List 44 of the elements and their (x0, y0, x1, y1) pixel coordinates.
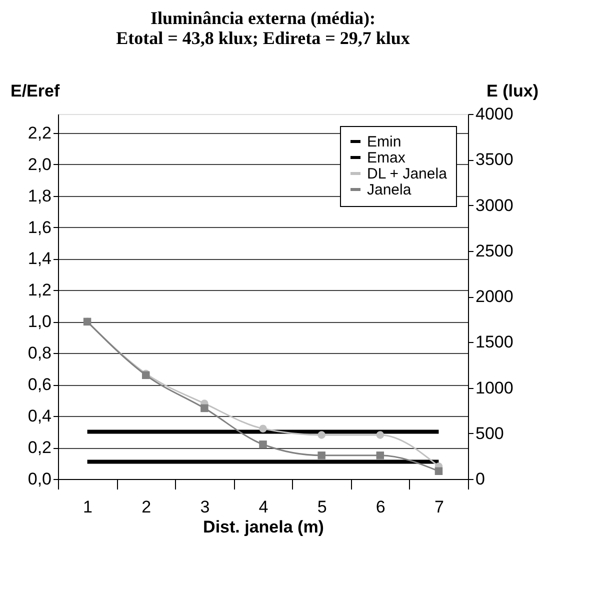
x-tick-label: 3 (200, 498, 210, 516)
legend-label: Emin (367, 134, 402, 150)
point (259, 440, 267, 448)
point (376, 431, 384, 439)
point (200, 404, 208, 412)
y2-tick-label: 1500 (476, 332, 514, 352)
y2-tick-label: 3500 (476, 150, 514, 170)
point (259, 424, 267, 433)
point (434, 467, 443, 476)
point (318, 452, 326, 460)
point (318, 431, 326, 439)
y2-tick-label: 0 (476, 470, 485, 488)
y-tick-label: 2,0 (28, 154, 52, 174)
x-tick-label: 4 (258, 498, 268, 516)
x-tick-label: 6 (376, 498, 386, 516)
y2-tick-label: 2500 (476, 241, 514, 260)
y-tick-label: 0,2 (28, 438, 52, 458)
y-axis-title: E/Eref (10, 82, 60, 100)
y-tick-label: 0,0 (28, 470, 52, 488)
y-tick-label: 1,2 (28, 280, 52, 300)
y-tick-label: 0,6 (28, 375, 52, 394)
y2-tick-label: 1000 (476, 378, 514, 398)
x-tick-label: 1 (83, 498, 93, 516)
y-tick-label: 0,4 (28, 406, 52, 426)
x-axis-title: Dist. janela (m) (203, 518, 324, 536)
y2-tick-label: 3000 (476, 196, 514, 215)
chart-title: Iluminância externa (média): Etotal = 43,8 klux; Edireta = 29,7 klux (116, 8, 410, 48)
y-tick-label: 2,2 (28, 123, 52, 142)
y-tick-label: 1,0 (28, 312, 52, 332)
y-tick-label: 0,8 (28, 344, 52, 363)
x-tick-label: 5 (317, 498, 327, 516)
legend-label: DL + Janela (367, 166, 448, 182)
y2-axis-title: E (lux) (486, 82, 538, 100)
y-tick-label: 1,8 (28, 186, 52, 206)
legend-label: Emax (367, 150, 406, 166)
x-tick-label: 2 (142, 498, 152, 516)
point (376, 452, 384, 460)
x-tick-label: 7 (434, 498, 444, 516)
y2-tick-label: 2000 (476, 287, 514, 306)
y2-tick-label: 500 (476, 424, 504, 443)
y2-tick-label: 4000 (476, 104, 514, 124)
legend-label: Janela (367, 182, 412, 198)
y-tick-label: 1,4 (28, 249, 52, 268)
y-tick-label: 1,6 (28, 218, 52, 237)
